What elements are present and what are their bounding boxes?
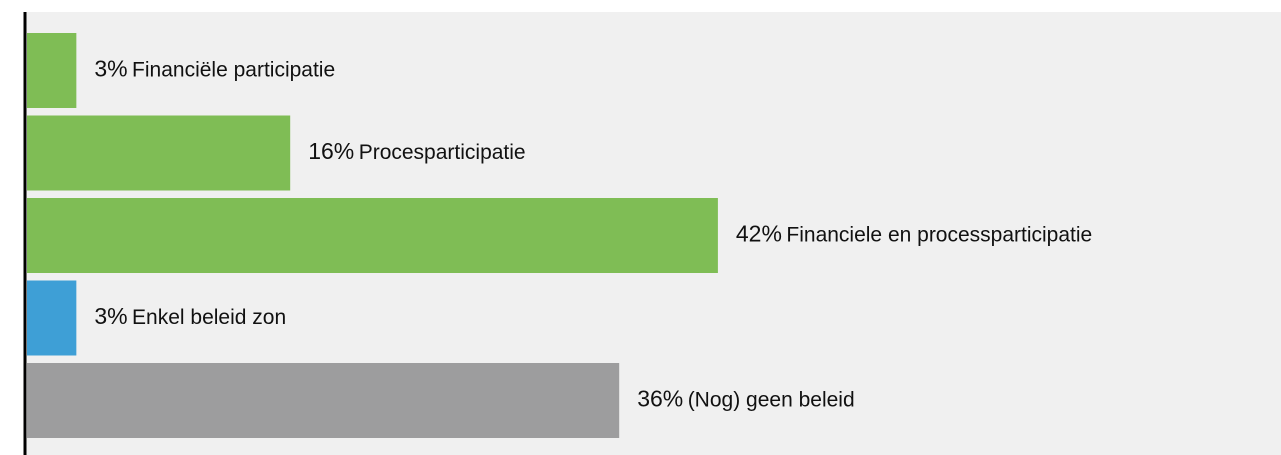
category-label: (Nog) geen beleid <box>688 388 855 411</box>
value-label: 42% <box>736 221 782 247</box>
category-label: Financiële participatie <box>132 58 335 81</box>
value-label: 3% <box>94 303 127 329</box>
bar-label: 3% Enkel beleid zon <box>94 303 286 329</box>
bar-label: 36% (Nog) geen beleid <box>637 386 854 412</box>
category-label: Procesparticipatie <box>359 141 526 164</box>
bar <box>27 198 718 273</box>
bar <box>27 280 77 356</box>
bar <box>27 115 291 191</box>
value-label: 16% <box>308 138 354 164</box>
bar-label: 42% Financiele en processparticipatie <box>736 221 1092 247</box>
bar-label: 3% Financiële participatie <box>94 56 335 82</box>
category-label: Enkel beleid zon <box>132 306 286 329</box>
bar <box>27 363 620 438</box>
bar-label: 16% Procesparticipatie <box>308 138 525 164</box>
category-label: Financiele en processparticipatie <box>786 223 1092 246</box>
value-label: 3% <box>94 56 127 82</box>
bar <box>27 33 77 108</box>
value-label: 36% <box>637 386 683 412</box>
